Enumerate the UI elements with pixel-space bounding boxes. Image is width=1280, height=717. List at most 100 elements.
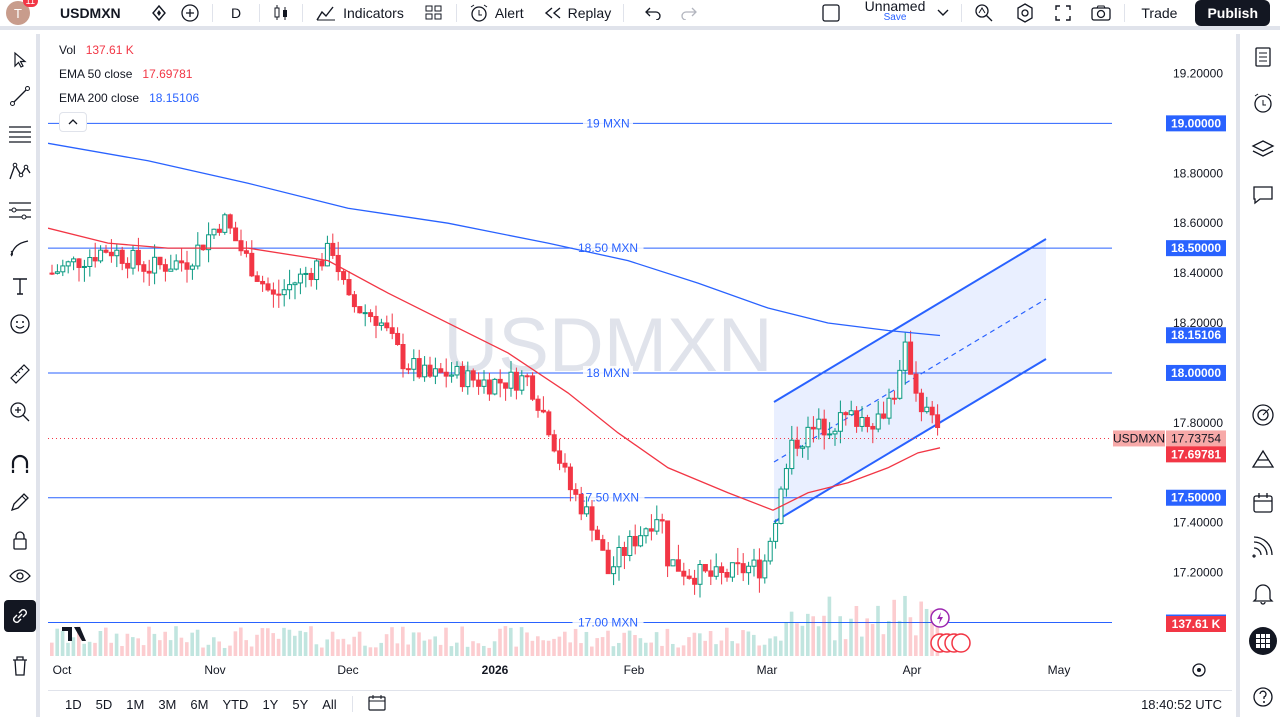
layout-checkbox-icon[interactable] (815, 0, 847, 26)
pattern-icon[interactable] (4, 156, 36, 188)
range-5y[interactable]: 5Y (292, 696, 309, 712)
eye-icon[interactable] (4, 560, 36, 592)
avatar[interactable]: T 11 (6, 0, 38, 25)
volume-bar (633, 635, 637, 656)
apps-grid-icon[interactable] (1246, 624, 1280, 658)
indicators-button[interactable]: Indicators (309, 0, 410, 26)
volume-bar (600, 637, 605, 656)
quick-search-icon[interactable] (968, 0, 1002, 26)
chart-pane[interactable]: USDMXN 19 MXN 19.00000 18.50 MXN 18.50000 18 … (47, 36, 1232, 686)
fib-tools-icon[interactable] (4, 194, 36, 226)
rewind-icon (544, 7, 561, 19)
candle-body (373, 315, 379, 326)
pencil-lock-icon[interactable] (4, 486, 36, 518)
drawing-toolbar (0, 34, 40, 717)
interval-button[interactable]: D (231, 5, 242, 21)
layout-name[interactable]: Unnamed Save (859, 0, 932, 26)
publish-button[interactable]: Publish (1195, 0, 1270, 26)
alert-button[interactable]: Alert (463, 0, 530, 26)
candle-body (524, 375, 530, 378)
volume-bar (681, 645, 686, 656)
volume-bar (471, 641, 475, 656)
volume-bar (509, 627, 513, 656)
date-range-list: 1D 5D 1M 3M 6M YTD 1Y 5Y All (58, 697, 344, 712)
range-5d[interactable]: 5D (95, 696, 113, 712)
magnet-icon[interactable] (4, 448, 36, 480)
volume-legend[interactable]: Vol 137.61 K (59, 43, 134, 57)
emoji-icon[interactable] (4, 308, 36, 340)
watchlist-icon[interactable] (1246, 40, 1280, 74)
volume-bar (55, 628, 59, 656)
settings-gear-icon[interactable] (1008, 0, 1042, 26)
undo-icon[interactable] (638, 0, 668, 26)
candle-body (589, 506, 595, 531)
candle-body (935, 414, 941, 429)
lock-icon[interactable] (4, 524, 36, 556)
level-label: 18.50 MXN (578, 241, 638, 255)
help-icon[interactable] (1246, 680, 1280, 714)
candle-body (357, 306, 363, 314)
channel-fill (774, 239, 1046, 522)
candle-body (130, 249, 136, 269)
broadcast-icon[interactable] (1246, 530, 1280, 564)
range-1d[interactable]: 1D (65, 696, 82, 712)
trade-button[interactable]: Trade (1141, 5, 1178, 21)
candle-body (233, 227, 239, 242)
range-1m[interactable]: 1M (126, 696, 145, 712)
collapse-legend-button[interactable] (59, 112, 87, 132)
redo-icon[interactable] (674, 0, 704, 26)
candle-body (837, 412, 843, 432)
zoom-in-icon[interactable] (4, 396, 36, 428)
range-all[interactable]: All (322, 696, 337, 712)
trend-line-icon[interactable] (4, 80, 36, 112)
candle-body (573, 489, 579, 495)
candle-body (49, 272, 55, 275)
volume-bar (789, 611, 794, 656)
symbol-search[interactable]: USDMXN (60, 5, 121, 21)
range-3m[interactable]: 3M (158, 696, 177, 712)
volume-bar (568, 642, 572, 656)
cursor-icon[interactable] (4, 44, 36, 76)
camera-icon[interactable] (1084, 0, 1118, 26)
pine-editor-icon[interactable] (1246, 442, 1280, 476)
range-1y[interactable]: 1Y (262, 696, 279, 712)
price-chart[interactable]: USDMXN 19 MXN 19.00000 18.50 MXN 18.50000 18 … (47, 36, 1232, 686)
candle-body (308, 272, 314, 281)
level-axis-tag-text: 18.00000 (1171, 366, 1221, 380)
calendar-icon[interactable] (1246, 486, 1280, 520)
volume-bar (363, 645, 367, 656)
replay-button[interactable]: Replay (538, 0, 618, 26)
layers-icon[interactable] (1246, 132, 1280, 166)
trash-icon[interactable] (4, 650, 36, 682)
fullscreen-icon[interactable] (1048, 0, 1078, 26)
candle-body (632, 535, 638, 547)
text-tool-icon[interactable] (4, 270, 36, 302)
ema200-legend[interactable]: EMA 200 close 18.15106 (59, 91, 199, 105)
goto-date-calendar-icon[interactable] (361, 694, 393, 715)
candle-body (681, 570, 687, 577)
horizontal-lines-icon[interactable] (4, 118, 36, 150)
brush-icon[interactable] (4, 232, 36, 264)
candle-body (708, 570, 714, 577)
watchlist-flag-icon[interactable] (144, 0, 174, 26)
link-icon[interactable] (4, 600, 36, 632)
candle-body (422, 364, 428, 378)
notifications-bell-icon[interactable] (1246, 576, 1280, 610)
layouts-grid-icon[interactable] (418, 0, 450, 26)
volume-bar (374, 647, 378, 656)
target-icon[interactable] (1246, 398, 1280, 432)
range-6m[interactable]: 6M (190, 696, 209, 712)
ema50-legend[interactable]: EMA 50 close 17.69781 (59, 67, 192, 81)
volume-bar (514, 646, 518, 656)
volume-bar (552, 638, 556, 656)
candle-body (400, 344, 406, 370)
range-ytd[interactable]: YTD (222, 696, 249, 712)
alerts-clock-icon[interactable] (1246, 86, 1280, 120)
candles-icon[interactable] (266, 0, 296, 26)
candle-body (195, 244, 201, 267)
utc-clock[interactable]: 18:40:52 UTC (1141, 696, 1222, 712)
compare-add-icon[interactable] (174, 0, 206, 26)
ruler-icon[interactable] (4, 358, 36, 390)
chevron-down-icon[interactable] (931, 0, 955, 26)
chat-icon[interactable] (1246, 178, 1280, 212)
